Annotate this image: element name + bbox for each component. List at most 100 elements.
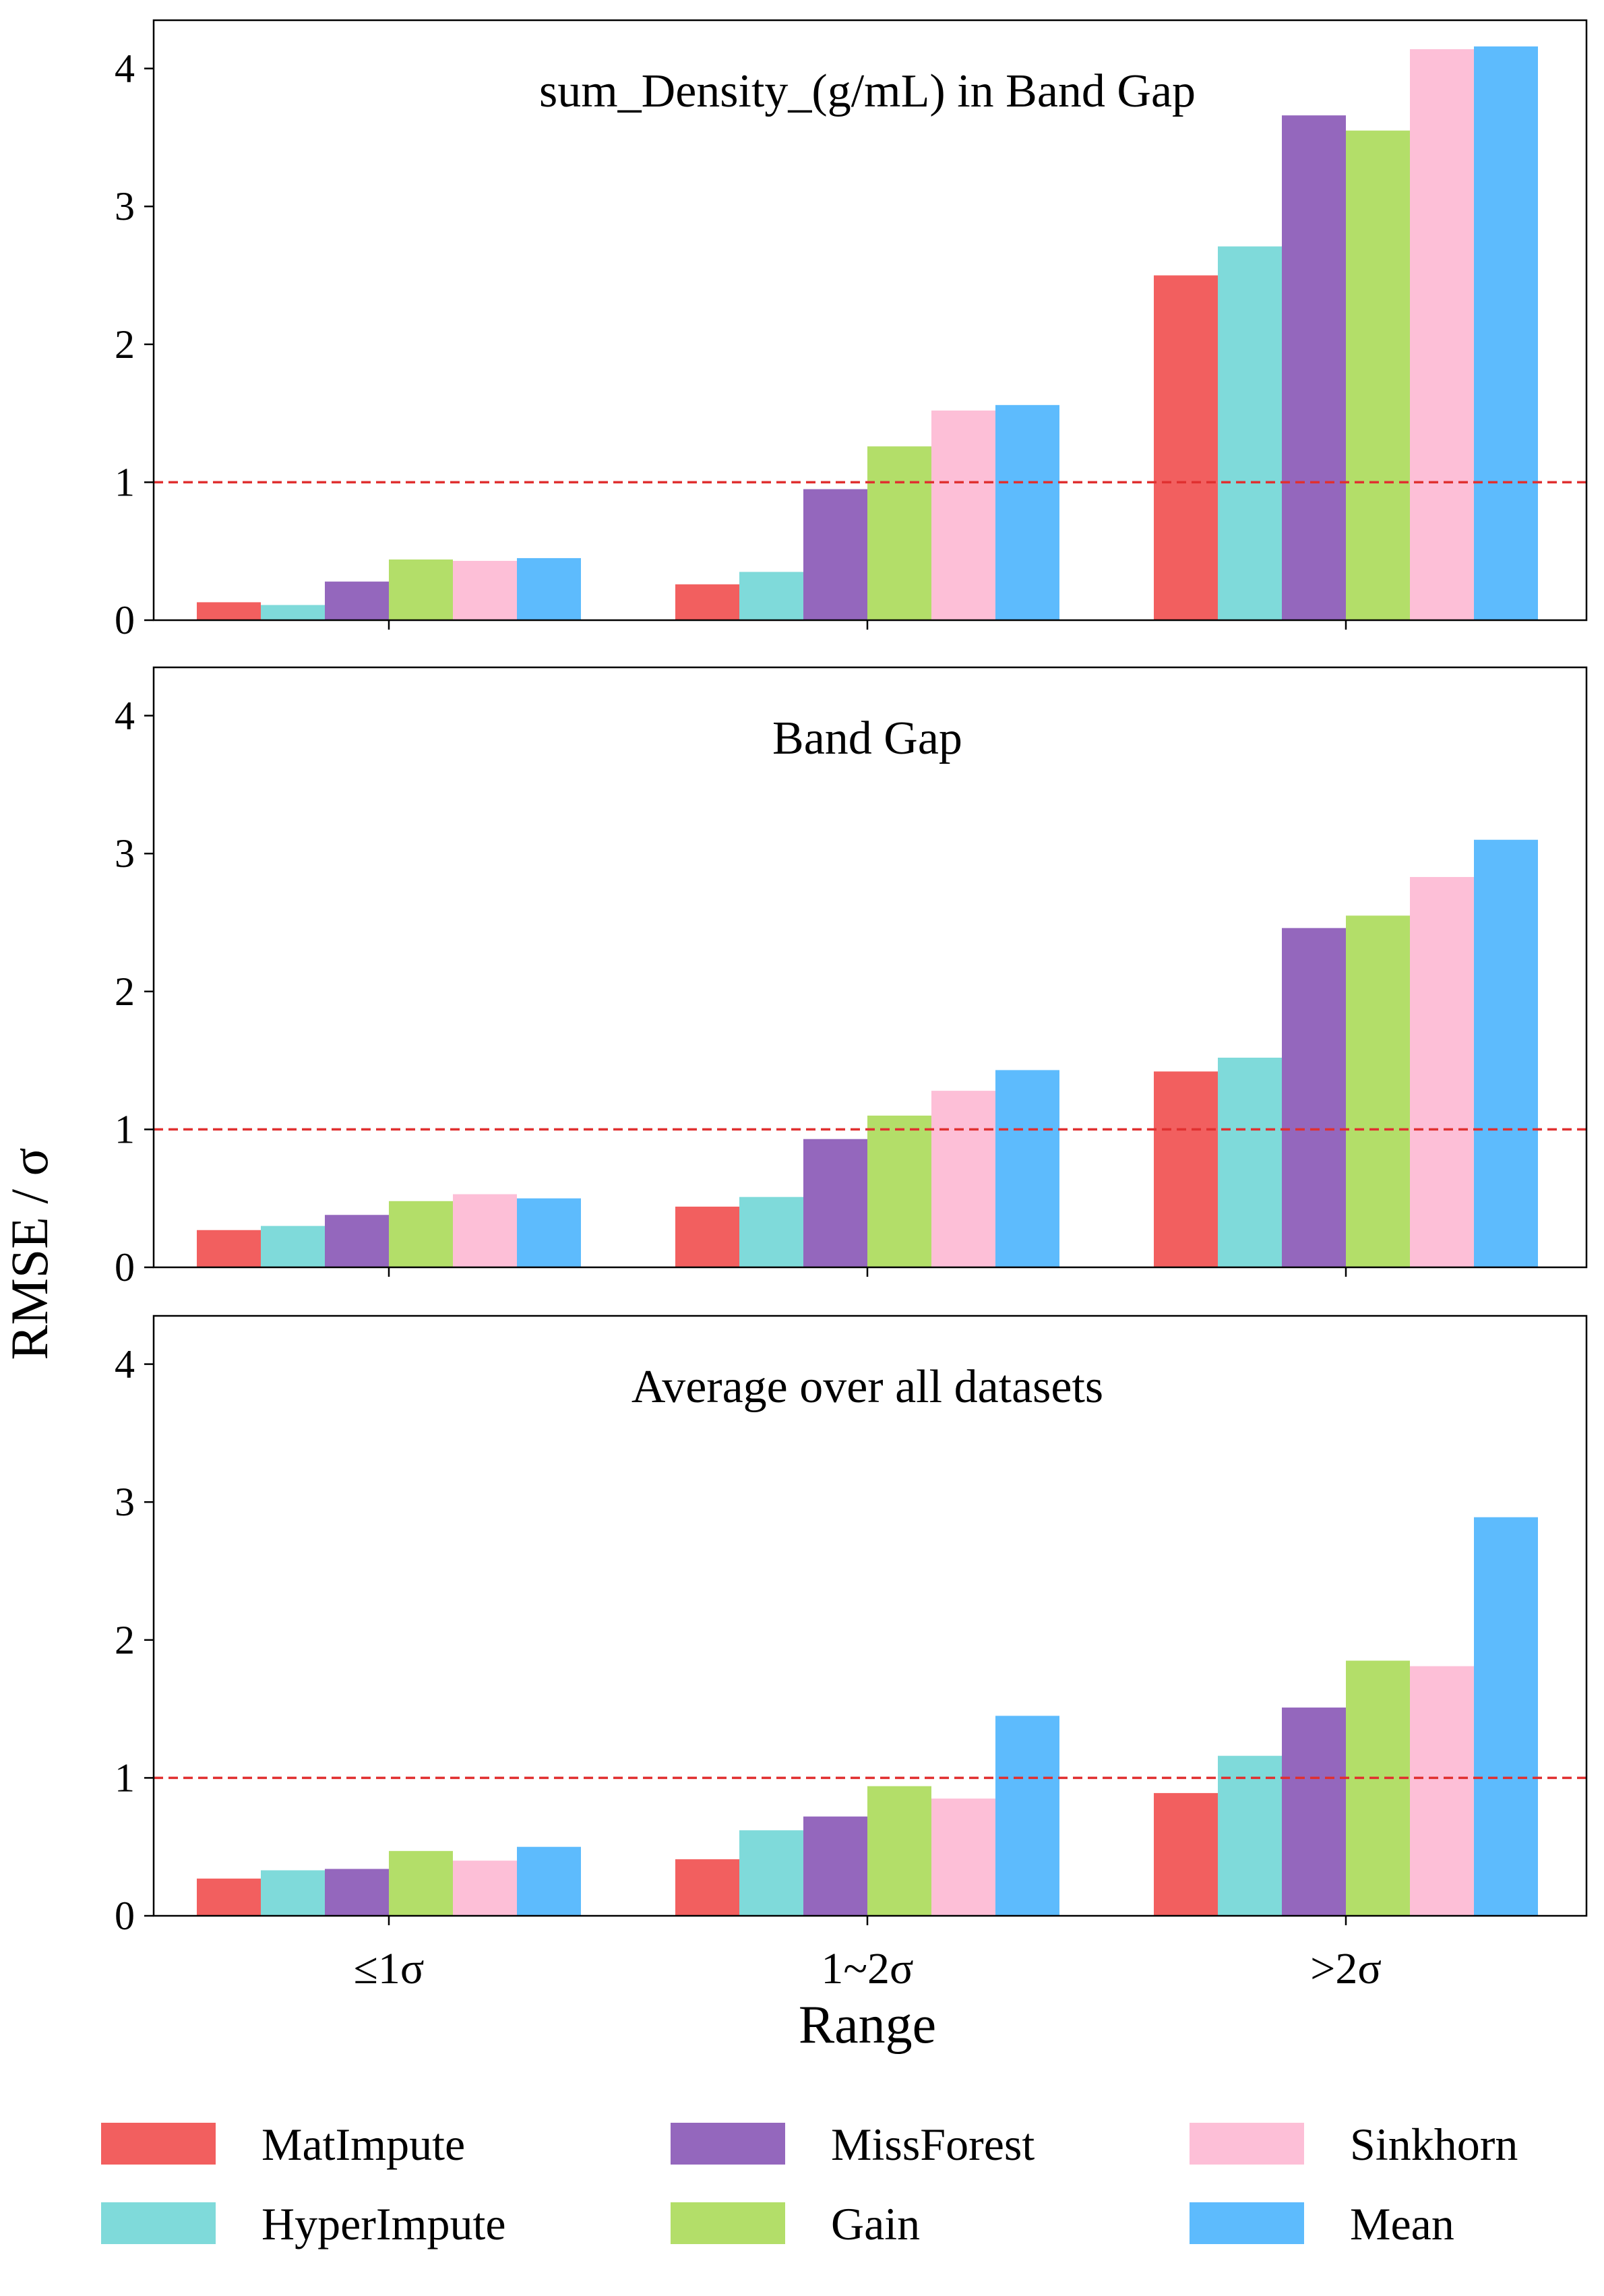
bar-hyperimpute-2 <box>739 572 803 620</box>
bar-missforest-2 <box>803 489 867 620</box>
legend-label: Sinkhorn <box>1350 2119 1518 2170</box>
panel-title: sum_Density_(g/mL) in Band Gap <box>539 65 1196 117</box>
bar-matimpute-3 <box>1154 1071 1218 1267</box>
bar-missforest-1 <box>325 1869 389 1916</box>
panel-1: 0 1 2 3 4 sum_Density_(g/mL) in Band Gap <box>115 19 1588 642</box>
legend-swatch <box>101 2123 216 2165</box>
y-tick-label: 1 <box>115 460 135 504</box>
plot-frame <box>152 1315 1588 1917</box>
bar-gain-1 <box>389 559 453 620</box>
legend-swatch <box>1190 2123 1304 2165</box>
plot-frame <box>152 666 1588 1269</box>
bar-sinkhorn-2 <box>931 1799 995 1916</box>
bar-gain-2 <box>867 1115 931 1267</box>
y-axis-label: RMSE / σ <box>0 1147 59 1360</box>
bar-mean-2 <box>995 404 1059 620</box>
legend-label: Gain <box>831 2198 920 2249</box>
bar-missforest-2 <box>803 1139 867 1267</box>
bar-missforest-3 <box>1282 115 1346 620</box>
bar-mean-3 <box>1474 839 1538 1267</box>
bar-hyperimpute-2 <box>739 1830 803 1916</box>
legend-item-mean: Mean <box>1190 2198 1454 2249</box>
legend-label: MatImpute <box>261 2119 465 2170</box>
legend-label: Mean <box>1350 2198 1454 2249</box>
bar-gain-2 <box>867 1786 931 1916</box>
bar-sinkhorn-1 <box>453 1194 517 1267</box>
bar-mean-3 <box>1474 46 1538 621</box>
legend-swatch <box>671 2202 785 2244</box>
y-tick-label: 2 <box>115 322 135 367</box>
bar-sinkhorn-3 <box>1410 876 1474 1267</box>
y-tick-label: 4 <box>115 47 135 91</box>
bar-hyperimpute-3 <box>1218 1058 1282 1267</box>
legend-item-gain: Gain <box>671 2198 920 2249</box>
bar-sinkhorn-2 <box>931 411 995 620</box>
bar-matimpute-1 <box>197 602 261 620</box>
legend: MatImpute HyperImpute MissForest Gain Sinkho… <box>101 2119 1518 2249</box>
bar-sinkhorn-1 <box>453 561 517 620</box>
legend-label: MissForest <box>831 2119 1035 2170</box>
bar-matimpute-3 <box>1154 1792 1218 1916</box>
y-tick-label: 2 <box>115 1618 135 1662</box>
y-tick-label: 3 <box>115 831 135 876</box>
bar-sinkhorn-2 <box>931 1091 995 1267</box>
legend-swatch <box>101 2202 216 2244</box>
y-tick-label: 2 <box>115 969 135 1014</box>
bar-hyperimpute-3 <box>1218 1755 1282 1916</box>
panel-2: 0 1 2 3 4 Band Gap <box>115 666 1588 1290</box>
bar-matimpute-2 <box>675 584 739 620</box>
bar-gain-1 <box>389 1201 453 1267</box>
y-tick-label: 3 <box>115 1480 135 1524</box>
panel-title: Average over all datasets <box>631 1361 1103 1413</box>
bar-mean-1 <box>517 1846 581 1916</box>
y-tick-label: 0 <box>115 1894 135 1938</box>
bar-hyperimpute-1 <box>261 1226 325 1267</box>
bar-missforest-1 <box>325 581 389 620</box>
bar-gain-3 <box>1346 1660 1410 1916</box>
y-tick-label: 3 <box>115 184 135 229</box>
bar-hyperimpute-1 <box>261 1870 325 1916</box>
legend-item-matimpute: MatImpute <box>101 2119 465 2170</box>
bar-missforest-3 <box>1282 928 1346 1267</box>
bar-sinkhorn-3 <box>1410 49 1474 620</box>
x-tick-label: ≤1σ <box>354 1944 425 1993</box>
bar-gain-3 <box>1346 915 1410 1267</box>
bar-sinkhorn-1 <box>453 1861 517 1916</box>
bar-sinkhorn-3 <box>1410 1666 1474 1916</box>
legend-item-sinkhorn: Sinkhorn <box>1190 2119 1518 2170</box>
bar-mean-2 <box>995 1070 1059 1267</box>
panel-3: 0 1 2 3 4 ≤1σ 1~2σ >2σ Average over all datasets <box>115 1315 1588 1993</box>
bar-hyperimpute-1 <box>261 605 325 620</box>
x-axis-label: Range <box>799 1995 936 2055</box>
panels: 0 1 2 3 4 sum_Density_(g/mL) in Band Gap 0 1 2 3 4… <box>115 19 1588 1993</box>
bar-mean-3 <box>1474 1517 1538 1916</box>
y-tick-label: 4 <box>115 694 135 738</box>
panel-title: Band Gap <box>772 713 962 764</box>
y-tick-label: 1 <box>115 1107 135 1151</box>
legend-item-missforest: MissForest <box>671 2119 1035 2170</box>
bar-missforest-3 <box>1282 1708 1346 1916</box>
y-tick-label: 0 <box>115 598 135 642</box>
y-tick-label: 1 <box>115 1755 135 1800</box>
legend-swatch <box>671 2123 785 2165</box>
bar-mean-1 <box>517 1198 581 1267</box>
bar-missforest-2 <box>803 1816 867 1916</box>
x-tick-label: >2σ <box>1310 1944 1382 1993</box>
y-tick-label: 4 <box>115 1342 135 1387</box>
bar-hyperimpute-3 <box>1218 246 1282 620</box>
bar-mean-1 <box>517 557 581 620</box>
bar-matimpute-2 <box>675 1206 739 1267</box>
legend-item-hyperimpute: HyperImpute <box>101 2198 506 2249</box>
bar-matimpute-3 <box>1154 275 1218 620</box>
bar-gain-1 <box>389 1850 453 1916</box>
legend-swatch <box>1190 2202 1304 2244</box>
bar-matimpute-1 <box>197 1878 261 1916</box>
legend-label: HyperImpute <box>261 2198 506 2249</box>
bar-missforest-1 <box>325 1215 389 1267</box>
x-tick-label: 1~2σ <box>821 1944 913 1993</box>
bar-gain-2 <box>867 446 931 620</box>
bar-matimpute-2 <box>675 1859 739 1916</box>
plot-frame <box>152 19 1588 622</box>
bar-hyperimpute-2 <box>739 1197 803 1267</box>
